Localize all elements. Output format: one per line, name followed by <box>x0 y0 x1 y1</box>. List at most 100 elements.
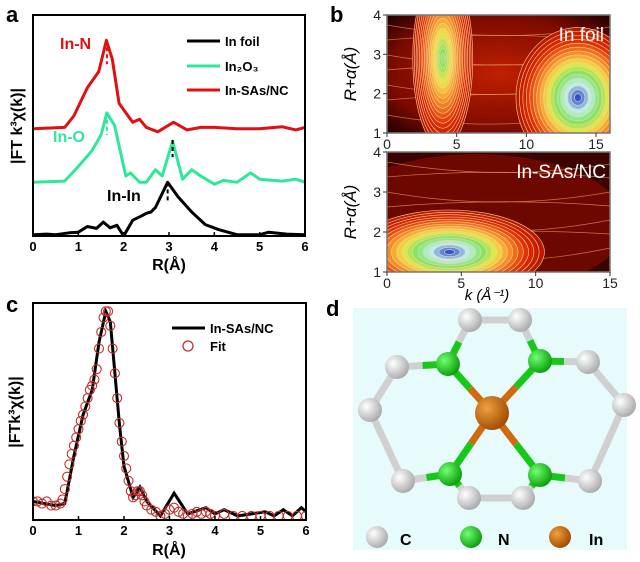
nitrogen-atom <box>438 462 462 486</box>
x-tick-label: 1 <box>75 239 82 254</box>
fit-point <box>116 436 127 447</box>
y-tick-label: 2 <box>373 86 381 102</box>
x-tick-label: 15 <box>602 275 618 291</box>
carbon-legend-sphere <box>366 526 388 548</box>
fit-point <box>103 306 114 317</box>
fit-point <box>137 490 148 501</box>
fit-point <box>114 417 125 428</box>
in-foil-y-label: R+α(Å) <box>341 47 360 102</box>
x-tick-label: 5 <box>453 136 461 152</box>
fit-point <box>146 504 157 515</box>
legend-in: In <box>589 532 603 549</box>
series-line-2 <box>33 38 305 134</box>
panel-c-legend: In-SAs/NC Fit <box>172 321 274 354</box>
in-foil-frame <box>386 14 611 134</box>
fit-point <box>123 475 134 486</box>
fit-point <box>50 500 61 511</box>
x-tick-label: 4 <box>211 239 219 254</box>
legend-in-sas-nc: In-SAs/NC <box>225 83 289 98</box>
series-line-1 <box>33 111 305 186</box>
carbon-atom <box>511 486 535 510</box>
fit-point <box>300 510 306 520</box>
y-tick-label: 1 <box>373 264 381 280</box>
x-tick-label: 0 <box>29 523 36 538</box>
y-tick-label: 3 <box>373 46 381 62</box>
panel-c-x-label: R(Å) <box>152 540 186 559</box>
panel-c-y-label: |FTk³χ(k)| <box>7 376 24 448</box>
x-tick-label: 3 <box>165 239 172 254</box>
carbon-atom <box>391 469 415 493</box>
x-tick-label: 5 <box>256 239 263 254</box>
carbon-atom <box>576 350 600 374</box>
panel-a-legend: In foil In₂O₃ In-SAs/NC <box>187 34 289 98</box>
in-n4-molecule <box>358 308 636 510</box>
legend-in-foil: In foil <box>225 34 260 49</box>
x-tick-label: 3 <box>166 523 173 538</box>
fit-point <box>112 393 123 404</box>
fit-point <box>182 510 193 520</box>
panel-b-in-foil-plot: In foil 0 5 10 15 1 2 3 4 R+α(Å) <box>341 7 611 152</box>
panel-d-structure: C N In <box>353 308 636 550</box>
legend-n: N <box>498 532 510 549</box>
panel-label-d: d <box>326 296 339 321</box>
in-foil-ticks: 0 5 10 15 1 2 3 4 <box>373 7 604 152</box>
legend-in2o3: In₂O₃ <box>225 59 258 74</box>
fit-point <box>118 450 130 462</box>
panel-c-x-ticks: 0 1 2 3 4 5 6 <box>29 516 310 538</box>
panel-c-plot: 0 1 2 3 4 5 6 R(Å) |FTk³χ(k)| In-SAs/NC Fit <box>7 302 310 559</box>
fit-point <box>109 368 120 379</box>
panel-label-b: b <box>330 2 343 27</box>
panel-c-series <box>33 306 306 520</box>
carbon-atom <box>457 486 481 510</box>
contour-level <box>574 93 582 102</box>
x-tick-label: 4 <box>211 523 219 538</box>
x-tick-label: 10 <box>519 136 535 152</box>
x-tick-label: 0 <box>383 136 391 152</box>
in-foil-title: In foil <box>559 25 604 46</box>
in-sas-nc-frame <box>386 151 611 273</box>
in-foil-contour-map <box>387 15 610 133</box>
carbon-atom <box>578 469 602 493</box>
carbon-atom <box>612 393 636 417</box>
series-line-0 <box>33 180 305 236</box>
legend-fit: Fit <box>210 339 227 354</box>
x-tick-label: 2 <box>120 523 127 538</box>
nitrogen-atom <box>436 352 460 376</box>
fit-point <box>173 506 184 517</box>
fit-point <box>155 510 166 520</box>
panel-label-c: c <box>6 292 18 317</box>
y-tick-label: 4 <box>373 144 381 160</box>
fit-point <box>91 364 102 375</box>
in-sas-nc-y-label: R+α(Å) <box>341 185 360 240</box>
panel-label-a: a <box>6 2 19 27</box>
fit-point <box>75 415 86 426</box>
y-tick-label: 2 <box>373 224 381 240</box>
legend-swatch-fit <box>182 340 194 352</box>
x-tick-label: 2 <box>120 239 127 254</box>
fit-point <box>121 463 132 474</box>
x-tick-label: 1 <box>75 523 82 538</box>
x-tick-label: 0 <box>383 275 391 291</box>
panel-b-in-sas-nc-plot: In-SAs/NC 0 5 10 15 1 2 3 4 R+α(Å) k (Å⁻¹) <box>341 144 618 304</box>
carbon-atom <box>458 308 482 332</box>
indium-legend-sphere <box>549 526 571 548</box>
panel-a-y-label: |FT k³χ(k)| <box>9 88 26 164</box>
fit-point <box>57 494 68 505</box>
legend-c: C <box>400 532 412 549</box>
indium-atom <box>475 396 509 430</box>
legend-in-sas-nc-c: In-SAs/NC <box>210 321 274 336</box>
x-tick-label: 10 <box>528 275 544 291</box>
fit-point <box>96 326 107 338</box>
panel-a-x-ticks: 0 1 2 3 4 5 6 <box>29 232 309 254</box>
x-tick-label: 5 <box>457 275 465 291</box>
fit-point <box>64 459 75 470</box>
carbon-atom <box>358 398 382 422</box>
in-sas-nc-ticks: 0 5 10 15 1 2 3 4 <box>373 144 618 291</box>
panel-a-x-label: R(Å) <box>152 255 186 274</box>
y-tick-label: 1 <box>373 125 381 141</box>
structure-legend: C N In <box>366 526 603 549</box>
fit-point <box>93 343 105 354</box>
contour-level <box>440 52 445 64</box>
annotation-in-in: In-In <box>107 188 141 205</box>
